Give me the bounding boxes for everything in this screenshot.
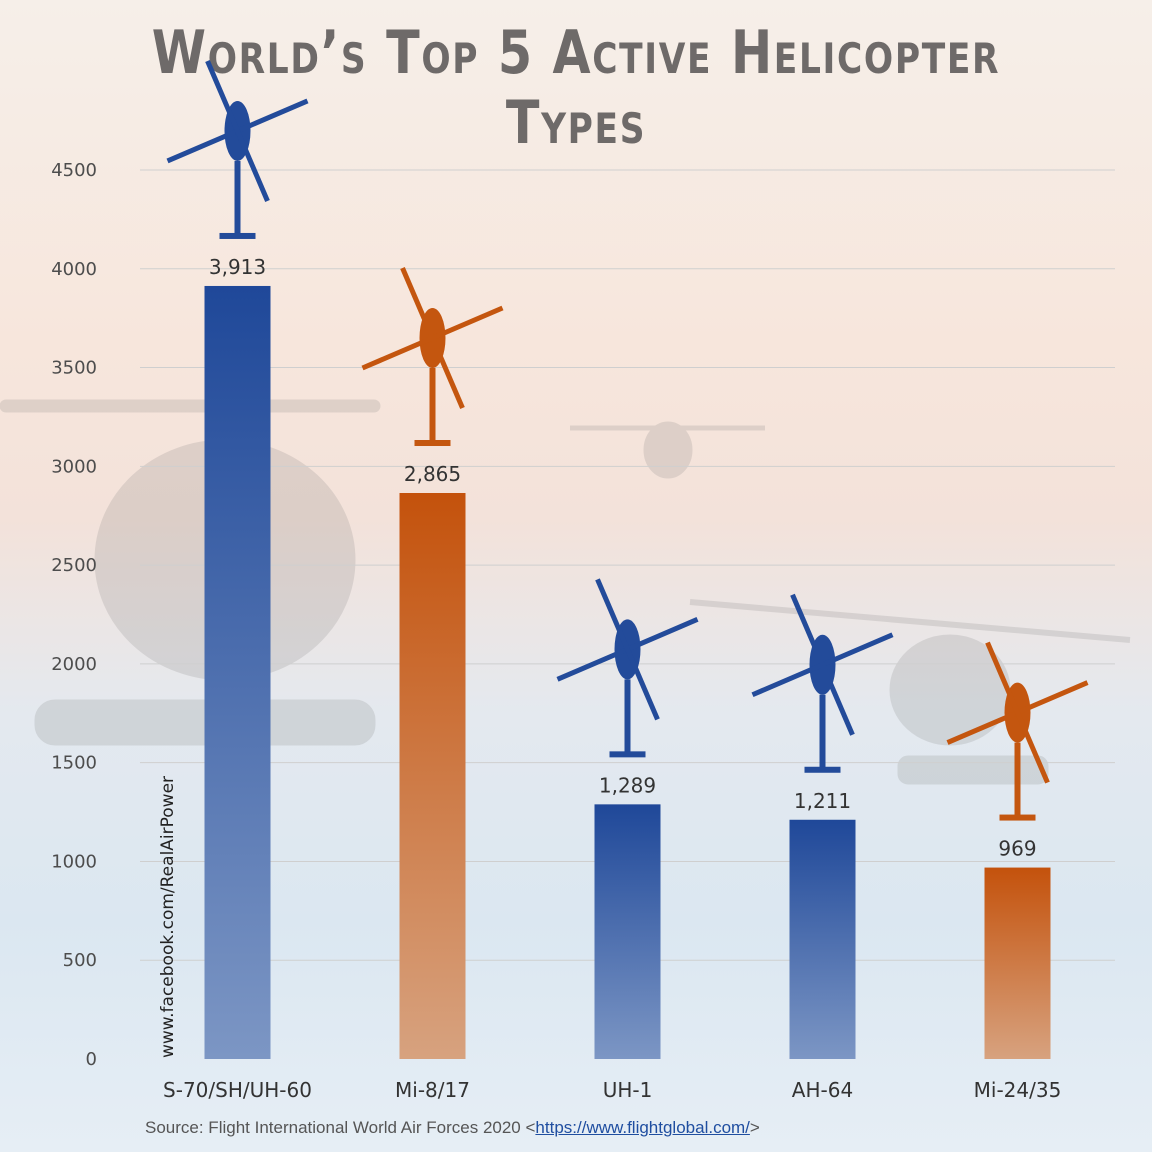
category-label: AH-64 [792, 1078, 853, 1102]
y-tick-label: 4500 [51, 160, 97, 181]
y-tick-label: 3500 [51, 358, 97, 379]
bar [399, 493, 466, 1060]
background-helicopter-silhouettes [0, 399, 1131, 785]
watermark-text: www.facebook.com/RealAirPower [158, 775, 178, 1058]
source-note: Source: Flight International World Air F… [145, 1118, 760, 1138]
helicopter-icon [751, 593, 894, 773]
helicopter-icon [946, 641, 1089, 821]
value-label: 969 [998, 837, 1036, 861]
y-tick-label: 4000 [51, 259, 97, 280]
category-label: Mi-24/35 [974, 1078, 1062, 1102]
category-label: S-70/SH/UH-60 [163, 1078, 312, 1102]
source-link[interactable]: https://www.flightglobal.com/ [535, 1118, 750, 1137]
y-tick-label: 500 [63, 950, 97, 971]
helicopter-icon [556, 578, 699, 758]
value-label: 1,211 [794, 789, 851, 813]
y-tick-label: 0 [86, 1049, 97, 1070]
y-tick-label: 3000 [51, 456, 97, 477]
y-tick-label: 2000 [51, 654, 97, 675]
bar [984, 867, 1051, 1059]
bar [789, 819, 856, 1059]
helicopter-icon [166, 59, 309, 239]
helicopter-icon [361, 267, 504, 447]
y-tick-label: 2500 [51, 555, 97, 576]
value-label: 3,913 [209, 255, 266, 279]
bar [594, 804, 661, 1059]
category-label: Mi-8/17 [395, 1078, 470, 1102]
source-prefix: Source: Flight International World Air F… [145, 1118, 536, 1137]
source-suffix: > [749, 1118, 760, 1137]
value-label: 2,865 [404, 462, 461, 486]
category-label: UH-1 [603, 1078, 653, 1102]
value-label: 1,289 [599, 773, 656, 797]
bar [204, 285, 271, 1060]
chart-title: World’s Top 5 Active Helicopter Types [151, 18, 1001, 158]
y-tick-label: 1500 [51, 753, 97, 774]
y-tick-label: 1000 [51, 851, 97, 872]
